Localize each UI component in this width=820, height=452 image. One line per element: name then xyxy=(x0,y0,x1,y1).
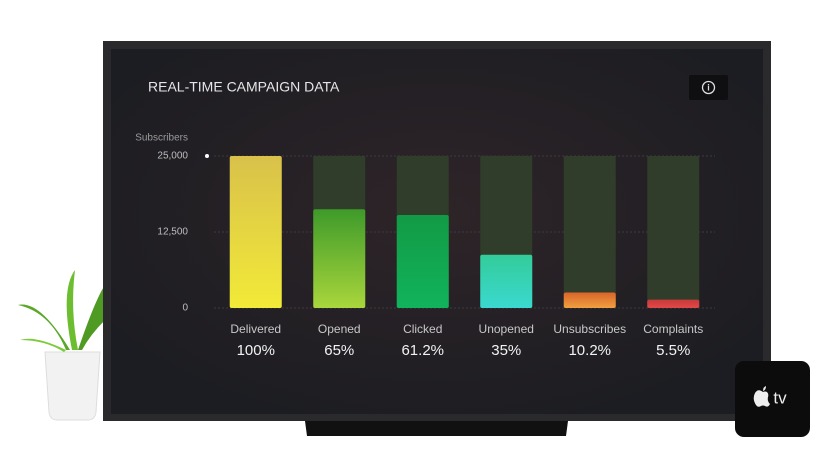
bar xyxy=(563,292,616,308)
info-icon[interactable]: i xyxy=(707,82,710,92)
device-label: tv xyxy=(773,388,787,407)
y-tick-label: 0 xyxy=(182,303,188,314)
tv-stand xyxy=(305,421,568,436)
y-tick-label: 25,000 xyxy=(157,151,188,162)
bar xyxy=(647,299,700,308)
plant xyxy=(18,270,105,421)
x-tick-label: Clicked xyxy=(403,322,442,336)
y-axis-label: Subscribers xyxy=(135,133,188,144)
marker-dot xyxy=(205,154,209,158)
bar xyxy=(396,214,449,308)
x-tick-label: Complaints xyxy=(643,322,703,336)
value-label: 100% xyxy=(237,342,275,359)
info-circle xyxy=(701,80,716,95)
value-label: 61.2% xyxy=(401,342,444,359)
value-label: 65% xyxy=(324,342,354,359)
bar xyxy=(480,254,533,308)
bar xyxy=(229,156,282,308)
chart-title: REAL-TIME CAMPAIGN DATA xyxy=(148,79,340,95)
info-button[interactable] xyxy=(689,75,728,100)
bar-track xyxy=(647,156,700,308)
bar xyxy=(313,209,366,308)
x-tick-label: Delivered xyxy=(230,322,281,336)
value-label: 35% xyxy=(491,342,521,359)
apple-tv-box xyxy=(735,361,810,437)
apple-logo xyxy=(753,386,770,407)
value-label: 5.5% xyxy=(656,342,690,359)
x-tick-label: Unopened xyxy=(479,322,534,336)
x-tick-label: Unsubscribes xyxy=(553,322,626,336)
y-tick-label: 12,500 xyxy=(157,227,188,238)
bar-track xyxy=(563,156,616,308)
value-label: 10.2% xyxy=(568,342,611,359)
x-tick-label: Opened xyxy=(318,322,361,336)
